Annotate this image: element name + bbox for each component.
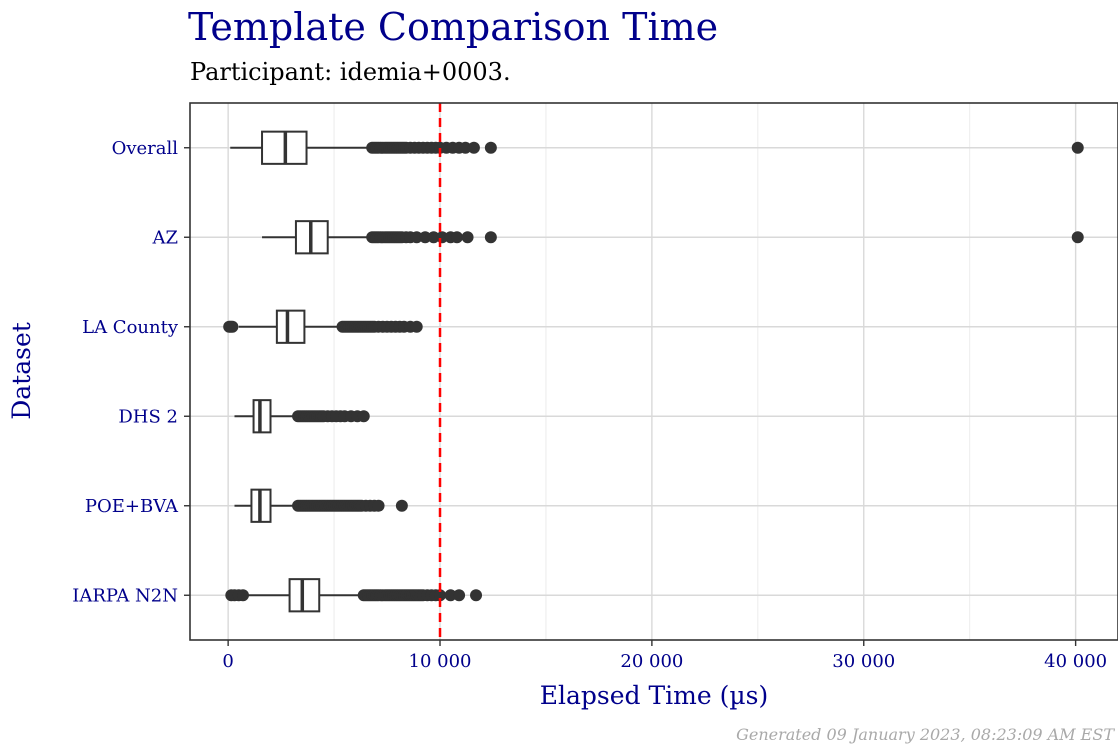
outlier-point — [226, 320, 239, 333]
outlier-point — [372, 499, 385, 512]
y-axis-title: Dataset — [7, 322, 36, 420]
box-overall — [230, 130, 1084, 165]
outlier-point — [484, 231, 497, 244]
outlier-point — [459, 141, 472, 154]
x-tick-label: 20 000 — [620, 651, 683, 672]
x-tick-label: 0 — [222, 651, 233, 672]
outlier-point — [1071, 141, 1084, 154]
outlier-point — [410, 320, 423, 333]
y-tick-label: Overall — [112, 138, 179, 159]
outlier-point — [484, 141, 497, 154]
box-az — [262, 220, 1084, 255]
y-tick-label: LA County — [82, 317, 179, 338]
outlier-point — [444, 589, 457, 602]
outlier-point — [461, 231, 474, 244]
outlier-point — [419, 231, 432, 244]
y-tick-label: DHS 2 — [118, 406, 178, 427]
outlier-point — [453, 589, 466, 602]
x-tick-label: 30 000 — [832, 651, 895, 672]
y-tick-label: POE+BVA — [85, 496, 179, 517]
box-poe-bva — [234, 488, 408, 523]
outlier-point — [1071, 231, 1084, 244]
x-tick-label: 10 000 — [409, 651, 472, 672]
chart-subtitle: Participant: idemia+0003. — [190, 58, 511, 86]
outlier-point — [357, 410, 370, 423]
outlier-point — [410, 231, 423, 244]
outlier-point — [450, 231, 463, 244]
outlier-point — [427, 231, 440, 244]
box-iqr — [288, 578, 321, 613]
y-tick-label: IARPA N2N — [72, 585, 178, 606]
grid-minor — [333, 103, 971, 640]
outlier-point — [434, 589, 447, 602]
plot-border — [189, 102, 1118, 641]
outlier-point — [470, 589, 483, 602]
y-tick-label: AZ — [151, 227, 178, 248]
x-tick-label: 40 000 — [1044, 651, 1107, 672]
boxes — [223, 130, 1084, 613]
chart-title: Template Comparison Time — [188, 5, 718, 49]
y-axis: Overall AZ LA County DHS 2 POE+BVA IARPA N2N — [72, 138, 190, 606]
x-axis-title: Elapsed Time (µs) — [540, 681, 768, 710]
box-iqr — [275, 309, 306, 344]
outlier-point — [467, 141, 480, 154]
outlier-point — [395, 499, 408, 512]
generated-footer: Generated 09 January 2023, 08:23:09 AM E… — [736, 725, 1115, 744]
x-axis: 0 10 000 20 000 30 000 40 000 — [222, 640, 1107, 672]
box-iarpa-n2n — [225, 578, 483, 613]
box-dhs-2 — [234, 399, 370, 434]
box-iqr — [252, 399, 272, 434]
plot-panel — [190, 103, 1118, 640]
box-la-county — [223, 309, 423, 344]
outlier-point — [236, 589, 249, 602]
